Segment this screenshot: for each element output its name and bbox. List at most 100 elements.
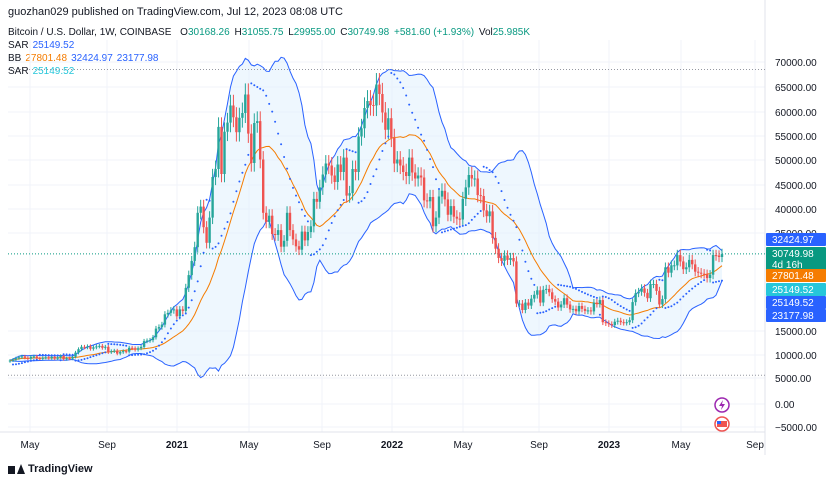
sar-dot <box>113 343 116 346</box>
candle-body <box>232 105 235 118</box>
sar-dot <box>89 356 92 359</box>
y-tick-label: 65000.00 <box>775 83 817 94</box>
sar-dot <box>17 362 20 365</box>
sar-dot <box>634 326 637 329</box>
sar-dot <box>80 358 83 361</box>
candle-body <box>691 259 694 265</box>
candle-body <box>74 352 77 357</box>
sar-dot <box>280 143 283 146</box>
candle-body <box>387 118 390 130</box>
candle-body <box>172 309 175 311</box>
sar-dot <box>432 166 434 169</box>
candle-body <box>431 197 435 227</box>
sar-dot <box>643 319 646 322</box>
candle-body <box>181 309 184 311</box>
candle-body <box>536 290 539 295</box>
bb-row[interactable]: BB 27801.48 32424.97 23177.98 <box>8 52 532 65</box>
candle-body <box>312 198 316 227</box>
sar-dot <box>452 227 455 230</box>
sar-dot <box>95 354 98 357</box>
sar-dot <box>277 132 280 135</box>
sar-dot <box>342 199 345 201</box>
close-label: C <box>340 27 348 38</box>
sar-row-1[interactable]: SAR 25149.52 <box>8 39 532 52</box>
y-tick-label: 10000.00 <box>775 351 817 362</box>
candle-body <box>47 357 50 359</box>
candle-body <box>235 117 238 133</box>
sar-dot <box>694 285 697 288</box>
bb-label: BB <box>8 53 22 64</box>
x-tick-label: Sep <box>746 440 764 451</box>
candle-body <box>428 197 432 202</box>
candle-body <box>348 193 351 196</box>
sar-dot <box>47 354 50 357</box>
sar-dot <box>175 319 178 322</box>
candle-body <box>694 264 697 272</box>
sar-dot <box>461 224 464 227</box>
sar-dot <box>256 86 259 88</box>
sar-dot <box>545 310 548 313</box>
candle-body <box>119 352 122 354</box>
sar-dot <box>211 247 214 250</box>
sar-dot <box>312 253 315 256</box>
sar-dot <box>98 353 101 356</box>
sar2-value: 25149.52 <box>32 66 75 77</box>
candle-body <box>360 128 363 137</box>
candle-body <box>402 165 405 172</box>
sar-dot <box>372 175 375 178</box>
sar-dot <box>402 87 405 89</box>
sar-dot <box>631 326 634 329</box>
candle-body <box>616 320 619 322</box>
sar-dot <box>441 231 443 234</box>
sar-dot <box>125 344 128 347</box>
sar-dot <box>289 177 291 180</box>
candle-body <box>244 94 247 113</box>
price-badge-label: 32424.97 <box>772 235 814 246</box>
candle-body <box>101 345 104 348</box>
candle-body <box>488 211 491 217</box>
candle-body <box>688 259 691 268</box>
candle-body <box>178 309 181 317</box>
sar-dot <box>449 228 452 231</box>
sar-dot <box>235 190 238 193</box>
sar-dot <box>598 313 601 316</box>
sar-dot <box>387 135 390 138</box>
candle-body <box>640 288 643 292</box>
sar-row-2[interactable]: SAR 25149.52 <box>8 65 532 78</box>
sar-dot <box>414 118 417 121</box>
tradingview-logo-icon <box>8 464 25 474</box>
candle-body <box>595 302 599 305</box>
candle-body <box>685 267 688 270</box>
candle-body <box>699 272 703 274</box>
sar-dot <box>527 270 530 273</box>
candle-body <box>306 232 310 241</box>
x-tick-label: May <box>454 440 473 451</box>
sar-dot <box>482 165 485 168</box>
sar-dot <box>491 171 494 174</box>
price-badge-label: 27801.48 <box>772 271 814 282</box>
sar-dot <box>262 89 265 92</box>
sar-dot <box>718 280 720 283</box>
candle-body <box>56 357 59 359</box>
candle-body <box>551 292 554 300</box>
candle-body <box>467 175 470 188</box>
candle-body <box>214 169 217 177</box>
candle-body <box>408 157 411 176</box>
candle-body <box>565 298 569 305</box>
candle-body <box>107 346 110 353</box>
sar-dot <box>104 351 107 354</box>
sar-dot <box>616 303 619 306</box>
bb-upper-value: 32424.97 <box>71 53 113 64</box>
sar-dot <box>324 237 327 240</box>
symbol-label[interactable]: Bitcoin / U.S. Dollar, 1W, COINBASE <box>8 27 172 38</box>
sar-dot <box>464 224 467 227</box>
sar-dot <box>149 351 151 354</box>
sar-dot <box>131 354 134 357</box>
sar-dot <box>426 148 429 151</box>
candle-body <box>133 348 137 350</box>
sar-dot <box>15 363 17 366</box>
candle-body <box>247 94 250 134</box>
candle-body <box>458 218 461 220</box>
candle-body <box>259 121 262 160</box>
